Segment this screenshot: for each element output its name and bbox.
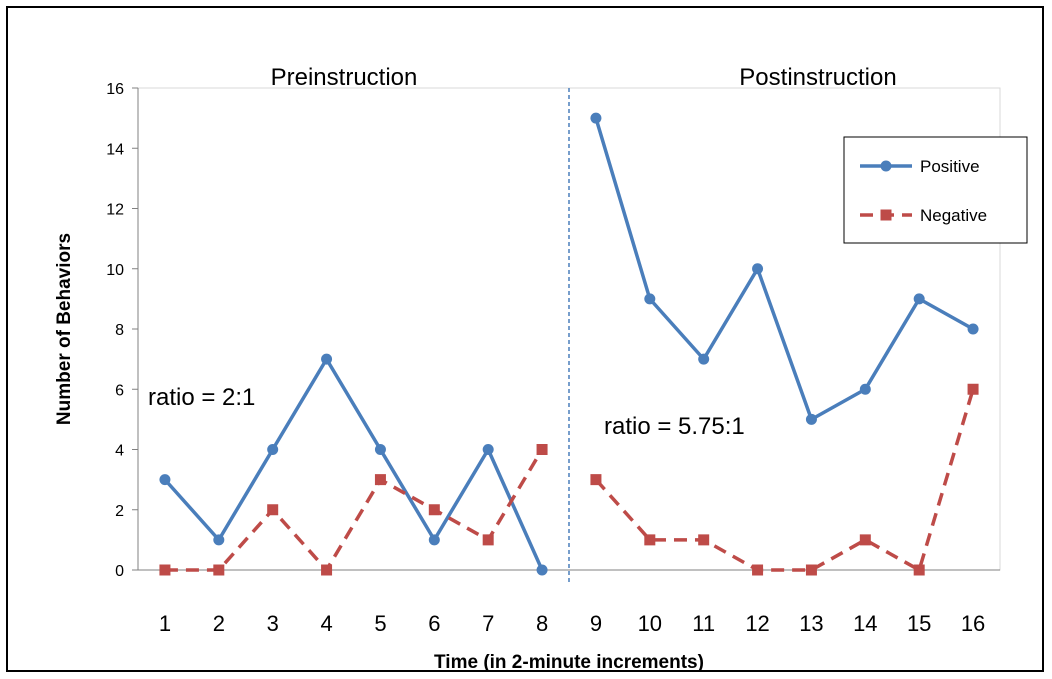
y-axis: 0 2 4 6 8 10 12 14 16 — [106, 81, 139, 580]
data-point-negative — [321, 564, 333, 576]
y-tick-label: 2 — [115, 503, 124, 520]
data-point-positive — [374, 444, 386, 455]
x-tick-label: 6 — [428, 611, 440, 636]
y-tick-label: 10 — [106, 262, 124, 279]
data-point-negative — [967, 383, 979, 395]
data-point-negative — [913, 564, 925, 576]
data-point-positive — [967, 323, 979, 335]
data-point-positive — [805, 413, 817, 425]
data-point-negative — [752, 564, 764, 576]
data-point-negative — [374, 474, 386, 486]
phase-label-preinstruction: Preinstruction — [271, 64, 418, 91]
y-tick-label: 6 — [115, 382, 124, 399]
x-tick-label: 14 — [853, 611, 877, 636]
y-tick-label: 4 — [115, 443, 124, 460]
data-point-positive — [752, 263, 764, 275]
data-point-positive — [159, 474, 171, 486]
x-tick-label: 9 — [590, 611, 602, 636]
legend: Positive Negative — [843, 136, 1028, 244]
x-tick-label: 7 — [482, 611, 494, 636]
y-tick-label: 0 — [115, 563, 124, 580]
y-tick-label: 8 — [115, 322, 124, 339]
legend-marker — [880, 160, 892, 172]
series-layer — [159, 112, 979, 576]
data-point-positive — [482, 444, 494, 455]
data-point-negative — [536, 444, 548, 455]
y-tick-label: 14 — [106, 141, 124, 158]
x-tick-label: 15 — [907, 611, 931, 636]
series-line-positive — [163, 357, 544, 571]
x-axis-label: Time (in 2-minute increments) — [434, 652, 704, 673]
data-point-positive — [644, 293, 656, 305]
data-point-positive — [698, 353, 710, 365]
x-tick-label: 16 — [961, 611, 985, 636]
legend-box — [843, 136, 1028, 244]
series-line-negative — [594, 388, 975, 572]
data-point-negative — [482, 534, 494, 546]
data-point-positive — [321, 353, 333, 365]
x-tick-label: 11 — [692, 611, 715, 636]
x-axis: 1 2 3 4 5 6 7 8 9 10 11 12 13 14 15 16 — [138, 569, 1000, 636]
y-tick-label: 12 — [106, 202, 124, 219]
data-point-positive — [859, 383, 871, 395]
data-point-positive — [267, 444, 279, 455]
x-tick-label: 2 — [213, 611, 225, 636]
x-tick-label: 13 — [799, 611, 823, 636]
data-point-negative — [428, 504, 440, 516]
data-point-negative — [213, 564, 225, 576]
x-tick-label: 8 — [536, 611, 548, 636]
phase-label-postinstruction: Postinstruction — [739, 64, 896, 91]
data-point-positive — [913, 293, 925, 305]
x-tick-label: 5 — [374, 611, 386, 636]
data-point-negative — [644, 534, 656, 546]
x-tick-label: 4 — [320, 611, 332, 636]
data-point-positive — [590, 112, 602, 124]
data-point-negative — [859, 534, 871, 546]
data-point-negative — [698, 534, 710, 546]
x-tick-label: 3 — [267, 611, 279, 636]
x-tick-label: 10 — [638, 611, 662, 636]
data-point-positive — [536, 564, 548, 576]
legend-marker — [880, 209, 892, 221]
y-tick-label: 16 — [106, 81, 124, 98]
x-tick-label: 1 — [159, 611, 171, 636]
y-axis-label: Number of Behaviors — [54, 233, 75, 425]
series-line-negative — [164, 448, 544, 572]
data-point-positive — [428, 534, 440, 546]
data-point-positive — [213, 534, 225, 546]
legend-label-positive: Positive — [920, 157, 980, 176]
data-point-negative — [805, 564, 817, 576]
data-point-negative — [159, 564, 171, 576]
ratio-annotation-post: ratio = 5.75:1 — [604, 413, 745, 440]
series-line-positive — [594, 117, 974, 422]
ratio-annotation-pre: ratio = 2:1 — [148, 384, 255, 411]
legend-label-negative: Negative — [920, 206, 987, 225]
data-point-negative — [267, 504, 279, 516]
x-tick-label: 12 — [745, 611, 769, 636]
data-point-negative — [590, 474, 602, 486]
